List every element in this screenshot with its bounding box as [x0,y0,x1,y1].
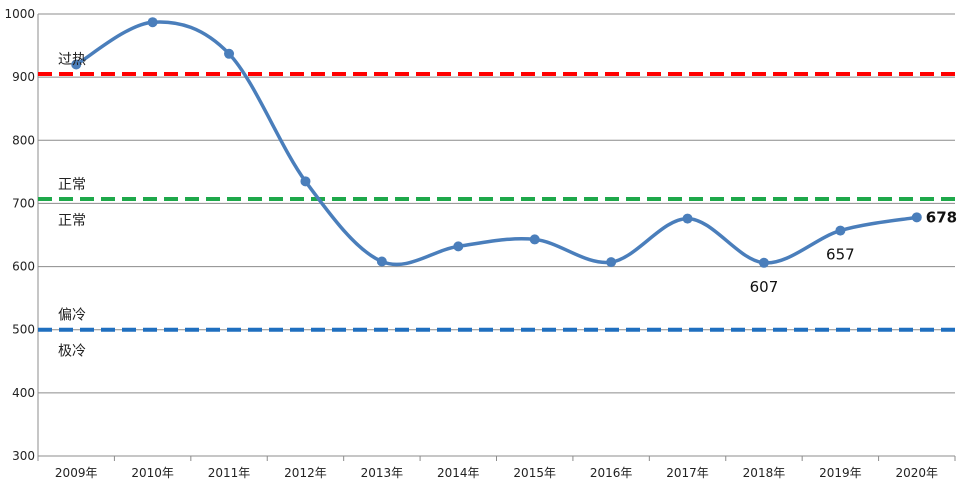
data-label-9: 607 [750,278,779,296]
data-point-10 [835,225,846,236]
x-tick-label-5: 2014年 [437,466,480,480]
y-tick-label-500: 500 [12,323,35,337]
zone-label-below-2: 极冷 [58,344,86,360]
x-tick-label-6: 2015年 [513,466,556,480]
data-point-4 [376,256,387,267]
zone-label-below-1: 正常 [58,213,86,229]
y-tick-label-400: 400 [12,386,35,400]
data-label-10: 657 [826,246,855,264]
y-tick-label-900: 900 [12,70,35,84]
data-point-11 [911,212,922,223]
data-label-11: 678 [926,208,957,226]
axes: 300 400 500 600 700 800 900 1000 2009年 2010年 2011年… [4,7,956,480]
series-line [74,20,919,267]
x-tick-label-3: 2012年 [284,466,327,480]
data-point-3 [300,176,311,187]
data-point-0 [71,59,82,70]
data-point-1 [147,17,158,28]
x-tick-label-7: 2016年 [590,466,633,480]
data-point-2 [224,48,235,59]
x-tick-label-8: 2017年 [666,466,709,480]
x-tick-label-2: 2011年 [208,466,251,480]
x-tick-label-9: 2018年 [743,466,786,480]
x-tick-label-1: 2010年 [131,466,174,480]
x-tick-label-0: 2009年 [55,466,98,480]
gridlines [38,13,955,394]
y-tick-label-300: 300 [12,449,35,463]
data-point-8 [682,213,693,224]
x-tick-label-4: 2013年 [361,466,404,480]
y-tick-label-800: 800 [12,133,35,147]
zone-label-above-2: 偏冷 [58,308,86,324]
y-tick-label-600: 600 [12,260,35,274]
y-tick-label-1000: 1000 [4,7,35,21]
zone-label-above-1: 正常 [58,177,86,193]
reference-lines [38,71,955,332]
data-point-5 [453,241,464,252]
zone-label-above-0: 过热 [58,52,86,68]
data-point-7 [606,257,617,268]
series [71,17,922,268]
x-tick-label-10: 2019年 [819,466,862,480]
y-tick-label-700: 700 [12,196,35,210]
data-point-9 [758,257,769,268]
data-point-6 [529,234,540,245]
x-tick-label-11: 2020年 [896,466,939,480]
